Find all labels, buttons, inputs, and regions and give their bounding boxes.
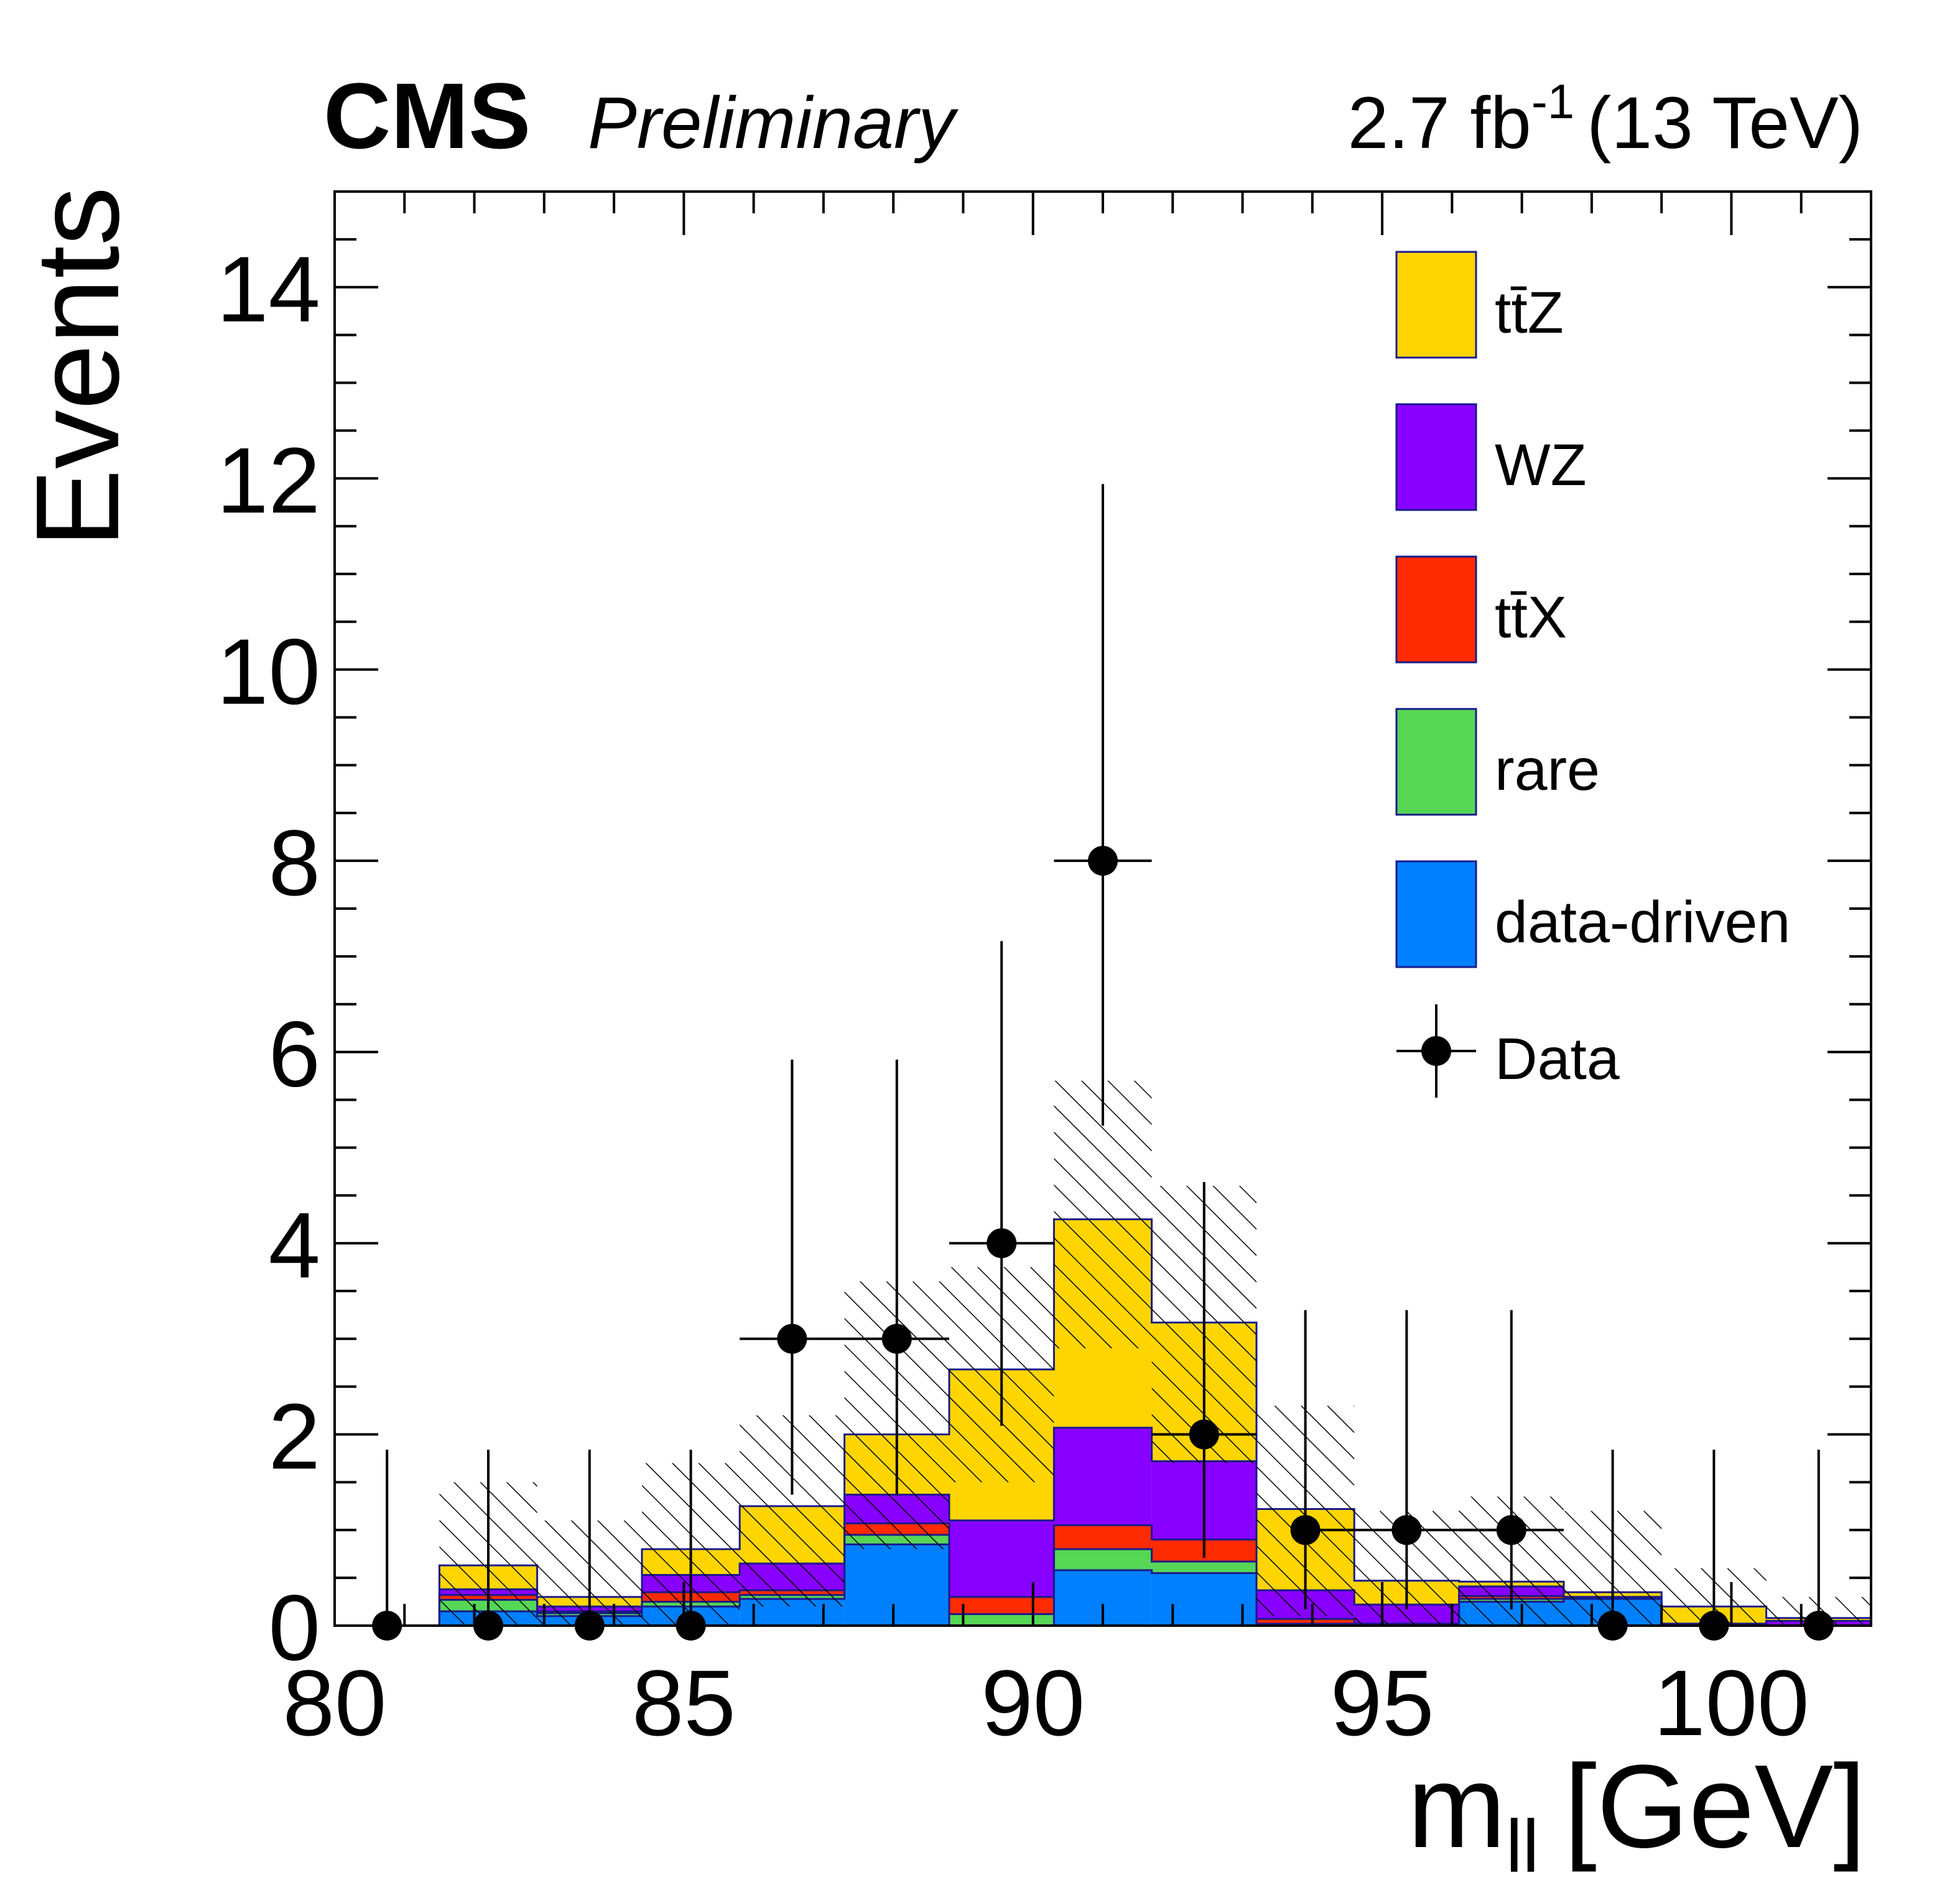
data-point-4 — [777, 1323, 807, 1354]
data-layer — [372, 484, 1834, 1641]
lumi-value: 2.7 fb — [1348, 82, 1531, 164]
x-tick-label-1: 85 — [632, 1651, 736, 1755]
y-tick-label-5: 10 — [216, 619, 320, 724]
legend-label-rare: rare — [1495, 737, 1600, 803]
legend-label-ttx: tt̄X — [1495, 585, 1567, 651]
energy-label: (13 TeV) — [1587, 82, 1863, 164]
legend-swatch-datadriven — [1395, 860, 1477, 968]
y-tick-label-3: 6 — [269, 1002, 320, 1106]
bar-rare-8 — [1151, 1561, 1256, 1573]
y-tick-label-2: 4 — [269, 1193, 320, 1297]
legend-swatch-rare — [1395, 708, 1477, 816]
x-axis-var: m — [1408, 1741, 1506, 1873]
data-point-5 — [881, 1323, 912, 1354]
y-tick-label-6: 12 — [216, 428, 320, 532]
data-point-8 — [1189, 1419, 1219, 1450]
legend: tt̄Z WZ tt̄X rare data-driven Data — [1395, 251, 1790, 1098]
x-axis-subscript: ll — [1506, 1805, 1539, 1888]
bar-datadriven-5 — [844, 1544, 949, 1626]
legend-marker-data — [1421, 1036, 1451, 1066]
y-tick-label-4: 8 — [269, 810, 320, 915]
data-point-10 — [1391, 1515, 1422, 1545]
bar-rare-6 — [949, 1614, 1054, 1626]
bar-datadriven-8 — [1151, 1573, 1256, 1626]
y-axis-title: Events — [12, 187, 144, 548]
lumi-label: 2.7 fb-1 (13 TeV) — [1348, 74, 1863, 164]
x-axis-unit: [GeV] — [1564, 1741, 1866, 1873]
legend-label-ttz: tt̄Z — [1495, 280, 1564, 346]
x-tick-label-4: 100 — [1653, 1651, 1809, 1755]
bar-ttx-7 — [1054, 1525, 1152, 1550]
y-tick-label-7: 14 — [216, 237, 320, 341]
legend-swatch-wz — [1395, 403, 1477, 511]
legend-label-wz: WZ — [1495, 432, 1587, 498]
lumi-exponent: -1 — [1531, 74, 1574, 129]
x-tick-label-3: 95 — [1331, 1651, 1434, 1755]
bar-ttx-9 — [1256, 1619, 1355, 1624]
x-tick-label-0: 80 — [283, 1651, 387, 1755]
data-point-6 — [987, 1228, 1017, 1259]
bar-wz-6 — [949, 1520, 1054, 1597]
legend-label-data: Data — [1495, 1026, 1620, 1092]
tick-layer: 0 2 4 6 8 10 12 14 80 85 90 95 100 — [216, 192, 1872, 1755]
bar-wz-7 — [1054, 1427, 1152, 1526]
legend-swatch-ttx — [1395, 555, 1477, 664]
data-point-7 — [1088, 846, 1118, 876]
bar-ttx-6 — [949, 1596, 1054, 1614]
data-point-11 — [1496, 1515, 1526, 1545]
bar-rare-7 — [1054, 1549, 1152, 1570]
experiment-label: CMS — [323, 63, 531, 168]
legend-swatch-ttz — [1395, 251, 1477, 359]
status-label: Preliminary — [588, 82, 959, 164]
x-axis-title: mll [GeV] — [1408, 1741, 1866, 1888]
x-tick-label-2: 90 — [981, 1651, 1085, 1755]
y-tick-label-0: 0 — [269, 1575, 320, 1680]
legend-label-datadriven: data-driven — [1495, 889, 1790, 955]
y-tick-label-1: 2 — [269, 1384, 320, 1489]
